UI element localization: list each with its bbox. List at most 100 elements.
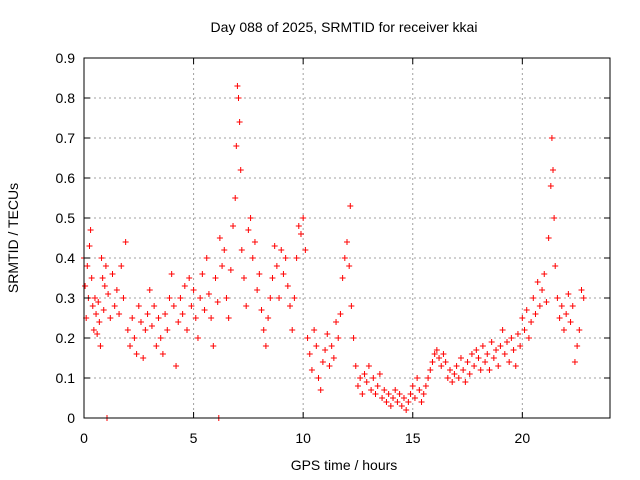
data-point bbox=[133, 351, 140, 357]
data-point bbox=[433, 347, 440, 353]
y-axis-ticks: 0 0.1 0.2 0.3 0.4 0.5 0.6 0.7 0.8 0.9 bbox=[56, 50, 610, 426]
data-point bbox=[477, 367, 484, 373]
data-point bbox=[291, 295, 298, 301]
data-point bbox=[157, 335, 164, 341]
data-point bbox=[95, 299, 102, 305]
data-point bbox=[411, 395, 418, 401]
data-point bbox=[155, 315, 162, 321]
data-point bbox=[523, 307, 530, 313]
data-point bbox=[468, 351, 475, 357]
data-point bbox=[243, 303, 250, 309]
data-point bbox=[97, 343, 104, 349]
data-point bbox=[350, 335, 357, 341]
data-point bbox=[576, 327, 583, 333]
data-point bbox=[98, 255, 105, 261]
data-point bbox=[512, 363, 519, 369]
x-tick-label: 0 bbox=[80, 430, 88, 446]
data-point bbox=[267, 295, 274, 301]
data-point bbox=[473, 347, 480, 353]
data-point bbox=[431, 351, 438, 357]
data-point bbox=[232, 195, 239, 201]
data-point bbox=[93, 311, 100, 317]
data-point bbox=[289, 327, 296, 333]
data-point bbox=[440, 351, 447, 357]
data-point bbox=[304, 335, 311, 341]
data-point bbox=[84, 263, 91, 269]
data-point bbox=[449, 379, 456, 385]
data-point bbox=[359, 391, 366, 397]
y-tick-label: 0.7 bbox=[56, 130, 76, 146]
data-point bbox=[245, 227, 252, 233]
data-point bbox=[96, 319, 103, 325]
data-point bbox=[234, 83, 241, 89]
data-point bbox=[116, 311, 123, 317]
data-point bbox=[534, 279, 541, 285]
data-point bbox=[482, 359, 489, 365]
data-point bbox=[221, 247, 228, 253]
data-point bbox=[541, 271, 548, 277]
data-point bbox=[293, 255, 300, 261]
x-tick-label: 15 bbox=[405, 430, 421, 446]
data-point bbox=[247, 215, 254, 221]
data-point bbox=[258, 307, 265, 313]
data-point bbox=[276, 295, 283, 301]
data-point bbox=[368, 387, 375, 393]
data-point bbox=[390, 395, 397, 401]
data-point bbox=[578, 287, 585, 293]
data-point bbox=[563, 311, 570, 317]
data-point bbox=[525, 335, 532, 341]
data-point bbox=[425, 375, 432, 381]
data-point bbox=[484, 351, 491, 357]
data-point bbox=[438, 363, 445, 369]
data-point bbox=[352, 363, 359, 369]
data-point bbox=[347, 203, 354, 209]
data-point bbox=[519, 315, 526, 321]
data-point bbox=[227, 267, 234, 273]
data-point bbox=[569, 303, 576, 309]
data-point bbox=[214, 299, 221, 305]
data-point bbox=[205, 291, 212, 297]
data-point bbox=[251, 239, 258, 245]
data-point bbox=[308, 367, 315, 373]
data-point bbox=[188, 303, 195, 309]
data-point bbox=[547, 183, 554, 189]
data-point bbox=[194, 335, 201, 341]
data-point bbox=[341, 255, 348, 261]
data-point bbox=[102, 263, 109, 269]
data-point bbox=[111, 303, 118, 309]
data-point bbox=[392, 387, 399, 393]
data-point bbox=[455, 375, 462, 381]
data-point bbox=[330, 355, 337, 361]
data-point bbox=[387, 403, 394, 409]
data-point bbox=[348, 303, 355, 309]
data-point bbox=[370, 375, 377, 381]
data-point bbox=[357, 375, 364, 381]
data-point bbox=[186, 275, 193, 281]
data-point bbox=[295, 223, 302, 229]
data-point bbox=[181, 283, 188, 289]
data-point bbox=[313, 343, 320, 349]
data-point bbox=[508, 335, 515, 341]
data-point bbox=[179, 311, 186, 317]
data-point bbox=[488, 339, 495, 345]
data-point bbox=[101, 283, 108, 289]
data-point bbox=[306, 351, 313, 357]
data-point bbox=[400, 395, 407, 401]
data-point bbox=[427, 367, 434, 373]
data-point bbox=[135, 303, 142, 309]
data-point bbox=[262, 343, 269, 349]
data-point bbox=[88, 275, 95, 281]
y-tick-label: 0.4 bbox=[56, 250, 76, 266]
data-point bbox=[212, 275, 219, 281]
data-point bbox=[429, 359, 436, 365]
data-point bbox=[82, 283, 89, 289]
data-point bbox=[254, 287, 261, 293]
data-point bbox=[460, 367, 467, 373]
data-point bbox=[532, 311, 539, 317]
data-point bbox=[414, 375, 421, 381]
data-point bbox=[175, 319, 182, 325]
data-point bbox=[256, 271, 263, 277]
data-point bbox=[497, 343, 504, 349]
data-point bbox=[142, 327, 149, 333]
